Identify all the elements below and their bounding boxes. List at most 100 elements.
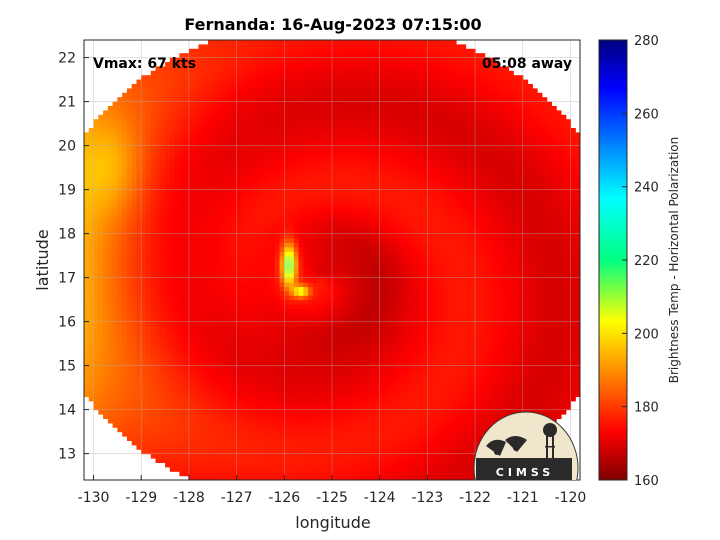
heatmap-cell bbox=[289, 339, 295, 345]
heatmap-cell bbox=[250, 220, 257, 226]
heatmap-cell bbox=[122, 427, 128, 433]
heatmap-cell bbox=[246, 444, 252, 450]
heatmap-cell bbox=[270, 466, 276, 472]
heatmap-cell bbox=[298, 440, 304, 446]
heatmap-cell bbox=[203, 145, 209, 151]
heatmap-cell bbox=[317, 466, 324, 472]
heatmap-cell bbox=[322, 264, 328, 270]
heatmap-cell bbox=[136, 194, 142, 199]
heatmap-cell bbox=[236, 216, 242, 221]
heatmap-cell bbox=[160, 370, 166, 375]
heatmap-cell bbox=[184, 70, 190, 76]
heatmap-cell bbox=[298, 150, 304, 155]
heatmap-cell bbox=[231, 334, 238, 340]
heatmap-cell bbox=[265, 154, 271, 160]
heatmap-cell bbox=[146, 264, 152, 270]
heatmap-cell bbox=[188, 475, 195, 480]
heatmap-cell bbox=[107, 180, 114, 186]
heatmap-cell bbox=[322, 418, 328, 424]
heatmap-cell bbox=[136, 150, 142, 155]
heatmap-cell bbox=[284, 444, 290, 450]
heatmap-cell bbox=[303, 40, 309, 45]
heatmap-cell bbox=[250, 114, 257, 120]
heatmap-cell bbox=[146, 282, 152, 287]
heatmap-cell bbox=[327, 286, 333, 292]
heatmap-cell bbox=[126, 436, 133, 441]
heatmap-cell bbox=[308, 246, 314, 252]
heatmap-cell bbox=[155, 295, 161, 301]
heatmap-cell bbox=[327, 189, 333, 195]
heatmap-cell bbox=[231, 317, 238, 323]
heatmap-cell bbox=[231, 150, 238, 155]
heatmap-cell bbox=[112, 352, 118, 358]
heatmap-cell bbox=[260, 79, 266, 85]
heatmap-cell bbox=[193, 356, 200, 362]
heatmap-cell bbox=[327, 101, 333, 107]
heatmap-cell bbox=[174, 163, 180, 169]
heatmap-cell bbox=[284, 40, 290, 45]
heatmap-cell bbox=[184, 238, 190, 243]
heatmap-cell bbox=[193, 119, 200, 125]
heatmap-cell bbox=[274, 440, 281, 446]
heatmap-cell bbox=[126, 312, 133, 318]
heatmap-cell bbox=[88, 136, 95, 142]
heatmap-cell bbox=[188, 405, 195, 411]
heatmap-cell bbox=[198, 75, 204, 81]
heatmap-cell bbox=[88, 308, 95, 314]
heatmap-cell bbox=[165, 321, 171, 327]
heatmap-cell bbox=[317, 348, 324, 353]
heatmap-cell bbox=[136, 114, 142, 120]
heatmap-cell bbox=[298, 312, 304, 318]
heatmap-cell bbox=[293, 220, 300, 226]
heatmap-cell bbox=[98, 242, 104, 248]
heatmap-cell bbox=[103, 154, 109, 160]
heatmap-cell bbox=[103, 255, 109, 261]
heatmap-cell bbox=[274, 427, 281, 433]
heatmap-cell bbox=[317, 396, 324, 402]
heatmap-cell bbox=[298, 392, 304, 397]
heatmap-cell bbox=[265, 361, 271, 367]
heatmap-cell bbox=[212, 233, 219, 239]
heatmap-cell bbox=[203, 471, 209, 477]
heatmap-cell bbox=[150, 370, 157, 375]
heatmap-cell bbox=[279, 141, 285, 147]
heatmap-cell bbox=[270, 444, 276, 450]
heatmap-cell bbox=[141, 431, 147, 437]
heatmap-cell bbox=[284, 97, 290, 103]
heatmap-cell bbox=[327, 308, 333, 314]
heatmap-cell bbox=[160, 123, 166, 129]
heatmap-cell bbox=[255, 79, 262, 85]
heatmap-cell bbox=[112, 145, 118, 151]
heatmap-cell bbox=[98, 312, 104, 318]
heatmap-cell bbox=[289, 53, 295, 59]
heatmap-cell bbox=[241, 400, 247, 406]
heatmap-cell bbox=[260, 356, 266, 362]
heatmap-cell bbox=[279, 317, 285, 323]
heatmap-cell bbox=[293, 339, 300, 345]
heatmap-cell bbox=[103, 365, 109, 371]
heatmap-cell bbox=[317, 53, 324, 59]
heatmap-cell bbox=[179, 101, 185, 107]
heatmap-cell bbox=[141, 361, 147, 367]
heatmap-cell bbox=[174, 414, 180, 419]
heatmap-cell bbox=[303, 453, 309, 459]
heatmap-cell bbox=[231, 202, 238, 208]
heatmap-cell bbox=[141, 194, 147, 199]
heatmap-cell bbox=[265, 414, 271, 419]
heatmap-cell bbox=[317, 238, 324, 243]
heatmap-cell bbox=[298, 70, 304, 76]
heatmap-cell bbox=[126, 176, 133, 182]
heatmap-cell bbox=[169, 167, 176, 173]
heatmap-cell bbox=[98, 299, 104, 305]
heatmap-cell bbox=[312, 418, 319, 424]
heatmap-cell bbox=[317, 75, 324, 81]
heatmap-cell bbox=[107, 418, 114, 424]
heatmap-cell bbox=[284, 462, 290, 468]
heatmap-cell bbox=[184, 180, 190, 186]
heatmap-cell bbox=[150, 273, 157, 279]
heatmap-cell bbox=[274, 334, 281, 340]
heatmap-cell bbox=[169, 427, 176, 433]
heatmap-cell bbox=[250, 299, 257, 305]
heatmap-cell bbox=[231, 216, 238, 221]
heatmap-cell bbox=[289, 136, 295, 142]
